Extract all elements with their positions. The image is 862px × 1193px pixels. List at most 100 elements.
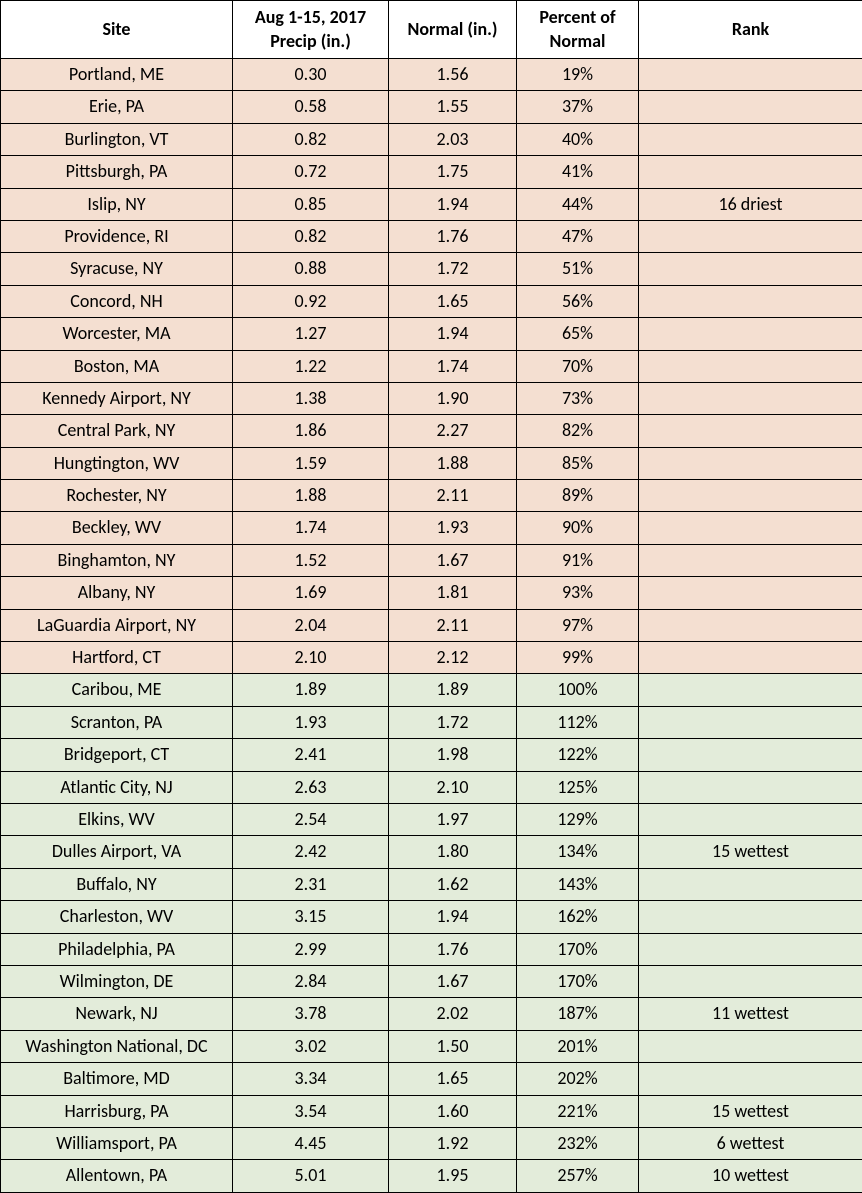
cell-percent: 82% — [517, 415, 639, 447]
cell-percent: 73% — [517, 382, 639, 414]
col-header-normal: Normal (in.) — [389, 1, 517, 59]
cell-percent: 112% — [517, 706, 639, 738]
cell-percent: 93% — [517, 577, 639, 609]
cell-precip: 2.84 — [233, 965, 389, 997]
cell-normal: 1.55 — [389, 91, 517, 123]
table-header: Site Aug 1-15, 2017 Precip (in.) Normal … — [1, 1, 862, 59]
cell-site: Williamsport, PA — [1, 1127, 233, 1159]
cell-percent: 99% — [517, 642, 639, 674]
cell-rank — [639, 285, 862, 317]
cell-site: Rochester, NY — [1, 480, 233, 512]
cell-percent: 44% — [517, 188, 639, 220]
cell-precip: 1.27 — [233, 318, 389, 350]
cell-percent: 221% — [517, 1095, 639, 1127]
cell-site: Newark, NJ — [1, 998, 233, 1030]
cell-normal: 1.67 — [389, 965, 517, 997]
cell-site: Boston, MA — [1, 350, 233, 382]
cell-site: Worcester, MA — [1, 318, 233, 350]
cell-precip: 2.99 — [233, 933, 389, 965]
cell-precip: 2.63 — [233, 771, 389, 803]
cell-normal: 1.81 — [389, 577, 517, 609]
cell-percent: 100% — [517, 674, 639, 706]
cell-precip: 3.34 — [233, 1063, 389, 1095]
cell-precip: 3.02 — [233, 1030, 389, 1062]
cell-rank — [639, 739, 862, 771]
table-row: Atlantic City, NJ2.632.10125% — [1, 771, 862, 803]
cell-percent: 40% — [517, 123, 639, 155]
cell-percent: 257% — [517, 1160, 639, 1192]
cell-rank — [639, 382, 862, 414]
col-header-precip: Aug 1-15, 2017 Precip (in.) — [233, 1, 389, 59]
cell-site: Scranton, PA — [1, 706, 233, 738]
table-row: Newark, NJ3.782.02187%11 wettest — [1, 998, 862, 1030]
cell-site: Hartford, CT — [1, 642, 233, 674]
cell-normal: 1.76 — [389, 220, 517, 252]
cell-normal: 2.12 — [389, 642, 517, 674]
cell-site: Baltimore, MD — [1, 1063, 233, 1095]
cell-normal: 2.10 — [389, 771, 517, 803]
table-row: Beckley, WV1.741.9390% — [1, 512, 862, 544]
cell-rank — [639, 674, 862, 706]
cell-normal: 1.93 — [389, 512, 517, 544]
table-row: Buffalo, NY2.311.62143% — [1, 868, 862, 900]
cell-normal: 1.80 — [389, 836, 517, 868]
cell-normal: 1.72 — [389, 253, 517, 285]
table-row: Baltimore, MD3.341.65202% — [1, 1063, 862, 1095]
table-row: Rochester, NY1.882.1189% — [1, 480, 862, 512]
cell-site: Beckley, WV — [1, 512, 233, 544]
cell-rank — [639, 480, 862, 512]
cell-rank — [639, 156, 862, 188]
cell-rank — [639, 609, 862, 641]
cell-site: Caribou, ME — [1, 674, 233, 706]
table-row: Syracuse, NY0.881.7251% — [1, 253, 862, 285]
cell-percent: 187% — [517, 998, 639, 1030]
cell-site: Dulles Airport, VA — [1, 836, 233, 868]
cell-normal: 1.98 — [389, 739, 517, 771]
cell-normal: 2.02 — [389, 998, 517, 1030]
table-row: LaGuardia Airport, NY2.042.1197% — [1, 609, 862, 641]
table-body: Portland, ME0.301.5619%Erie, PA0.581.553… — [1, 59, 862, 1193]
cell-percent: 202% — [517, 1063, 639, 1095]
cell-precip: 2.04 — [233, 609, 389, 641]
cell-precip: 0.72 — [233, 156, 389, 188]
cell-precip: 1.88 — [233, 480, 389, 512]
table-row: Washington National, DC3.021.50201% — [1, 1030, 862, 1062]
cell-percent: 143% — [517, 868, 639, 900]
cell-normal: 1.65 — [389, 285, 517, 317]
table-row: Albany, NY1.691.8193% — [1, 577, 862, 609]
cell-precip: 0.30 — [233, 59, 389, 91]
cell-normal: 2.27 — [389, 415, 517, 447]
cell-site: Islip, NY — [1, 188, 233, 220]
cell-site: Buffalo, NY — [1, 868, 233, 900]
cell-normal: 1.75 — [389, 156, 517, 188]
cell-normal: 1.60 — [389, 1095, 517, 1127]
col-header-percent: Percent of Normal — [517, 1, 639, 59]
cell-percent: 170% — [517, 965, 639, 997]
cell-precip: 4.45 — [233, 1127, 389, 1159]
cell-normal: 1.72 — [389, 706, 517, 738]
cell-rank — [639, 59, 862, 91]
cell-percent: 170% — [517, 933, 639, 965]
cell-site: Binghamton, NY — [1, 544, 233, 576]
cell-normal: 1.94 — [389, 901, 517, 933]
cell-rank — [639, 220, 862, 252]
cell-site: Hungtington, WV — [1, 447, 233, 479]
cell-precip: 3.15 — [233, 901, 389, 933]
cell-normal: 2.11 — [389, 480, 517, 512]
cell-precip: 5.01 — [233, 1160, 389, 1192]
cell-percent: 91% — [517, 544, 639, 576]
cell-precip: 2.54 — [233, 803, 389, 835]
cell-rank — [639, 318, 862, 350]
cell-percent: 89% — [517, 480, 639, 512]
cell-percent: 125% — [517, 771, 639, 803]
cell-precip: 0.82 — [233, 220, 389, 252]
table-row: Islip, NY0.851.9444%16 driest — [1, 188, 862, 220]
table-row: Pittsburgh, PA0.721.7541% — [1, 156, 862, 188]
cell-precip: 3.54 — [233, 1095, 389, 1127]
cell-rank: 11 wettest — [639, 998, 862, 1030]
cell-rank — [639, 901, 862, 933]
table-row: Hungtington, WV1.591.8885% — [1, 447, 862, 479]
cell-site: Elkins, WV — [1, 803, 233, 835]
cell-rank: 10 wettest — [639, 1160, 862, 1192]
cell-percent: 134% — [517, 836, 639, 868]
